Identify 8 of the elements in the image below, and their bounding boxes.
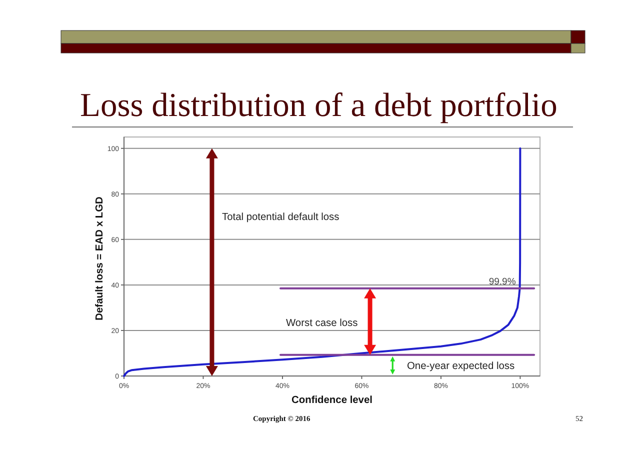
annotation: Total potential default loss [222,212,340,223]
y-axis-title: Default loss = EAD x LGD [94,196,106,320]
annotation: 99.9% [488,276,516,288]
annotation: Worst case loss [286,318,358,329]
chart-title: Loss distribution of a debt portfolio [80,87,558,124]
x-axis-title: Confidence level [292,395,373,406]
line-series [123,147,522,377]
annotation: One-year expected loss [407,361,515,372]
